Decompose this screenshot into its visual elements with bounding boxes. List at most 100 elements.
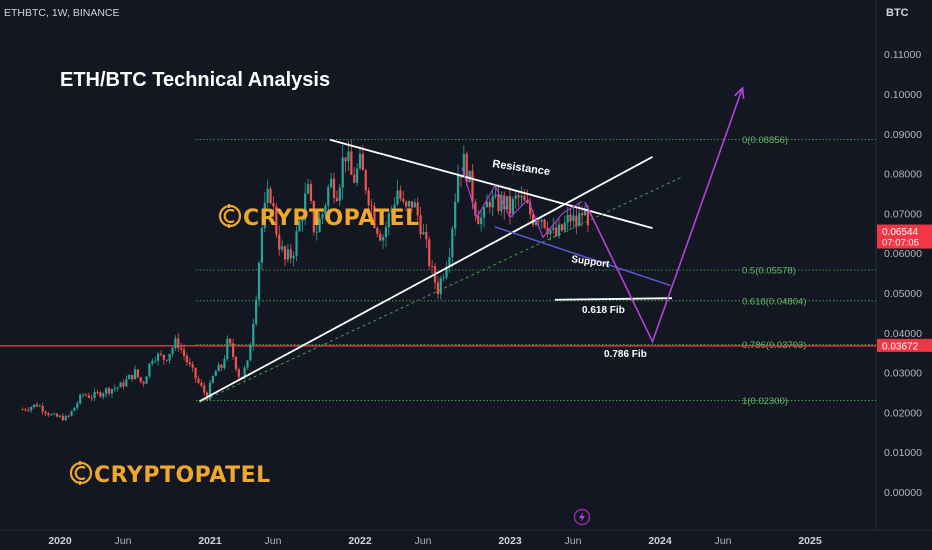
x-tick-label: Jun [265, 535, 282, 547]
y-tick-label: 0.00000 [884, 487, 922, 499]
fib-level-label: 1(0.02300) [742, 396, 788, 407]
candle-body [278, 234, 281, 250]
candle-body [30, 407, 33, 411]
candle-body [356, 168, 359, 183]
support-line[interactable] [494, 226, 671, 287]
y-tick-label: 0.11000 [884, 49, 921, 61]
candle-body [67, 415, 70, 417]
candle-body [445, 266, 448, 278]
y-tick-label: 0.01000 [884, 447, 922, 459]
candle-body [309, 184, 313, 201]
candle-body [402, 198, 405, 202]
y-tick-label: 0.08000 [884, 169, 922, 181]
candle-body [569, 214, 572, 222]
candle-body [252, 323, 255, 346]
candle-body [552, 227, 555, 230]
y-axis-ticks: 0.11000 0.10000 0.09000 0.08000 0.07000 0.060… [884, 49, 922, 499]
candle-body [511, 198, 514, 214]
fib-786-label: 0.786 Fib [604, 349, 647, 360]
candle-body [410, 201, 414, 208]
candle-body [145, 376, 148, 384]
candle-body [399, 190, 402, 199]
candle-body [125, 379, 128, 387]
projection-line[interactable] [584, 87, 744, 344]
candle-body [578, 213, 581, 227]
candle-body [480, 217, 483, 225]
y-tick-label: 0.10000 [884, 89, 922, 101]
x-tick-label: 2022 [348, 535, 372, 547]
candle-body [211, 376, 214, 383]
support-label: Support [571, 254, 611, 270]
lightning-icon[interactable] [573, 508, 591, 526]
candle-body [61, 415, 64, 421]
projection-path [584, 86, 745, 344]
x-tick-label: 2024 [648, 535, 672, 547]
candle-body [116, 387, 119, 389]
fib-618-label: 0.618 Fib [582, 305, 625, 316]
candle-body [540, 219, 543, 222]
chart-title: ETH/BTC Technical Analysis [60, 69, 330, 91]
price-label-value: 0.03672 [882, 341, 919, 352]
candle-body [272, 203, 275, 207]
candle-body [220, 364, 223, 369]
candle-body [197, 378, 200, 383]
candle-body [419, 215, 422, 235]
candle-body [451, 228, 454, 258]
candle-body [206, 392, 209, 400]
price-label-value: 0.06544 [882, 227, 919, 238]
candle-body [32, 404, 36, 408]
fib-level-label: 0.5(0.05578) [742, 265, 796, 276]
candle-body [575, 215, 578, 227]
watermark-brand: CRYPTOPATEL [243, 206, 420, 231]
watermark-brand-bottom: CRYPTOPATEL [94, 463, 271, 488]
candle-body [517, 195, 520, 198]
candle-body [531, 214, 535, 225]
candle-body [21, 409, 24, 411]
candle-body [520, 195, 523, 198]
candle-body [136, 369, 139, 378]
candle-body [185, 355, 189, 363]
candle-body [50, 414, 53, 416]
candle-body [27, 410, 30, 411]
candle-body [529, 202, 532, 215]
candle-body [102, 393, 105, 397]
candle-body [477, 215, 480, 225]
candle-body [416, 202, 419, 216]
x-tick-label: Jun [415, 535, 432, 547]
candle-body [168, 353, 171, 361]
candle-body [586, 207, 589, 226]
resistance-line[interactable] [329, 138, 653, 229]
uptrend-line[interactable] [199, 156, 653, 403]
candle-body [341, 157, 344, 188]
candle-body [231, 343, 235, 357]
price-axis-panel[interactable] [876, 0, 932, 530]
candle-body [246, 360, 249, 368]
candle-body [304, 193, 307, 220]
candle-body [508, 196, 512, 214]
dotted-uptrend-line[interactable] [199, 176, 683, 403]
x-tick-label: Jun [715, 535, 732, 547]
candle-body [151, 360, 154, 364]
currency-label: BTC [886, 7, 909, 19]
candle-body [188, 362, 191, 365]
x-tick-label: 2025 [798, 535, 822, 547]
candle-body [526, 200, 529, 203]
y-tick-label: 0.09000 [884, 129, 922, 141]
candle-body [390, 208, 393, 214]
y-tick-label: 0.03000 [884, 368, 922, 380]
candle-body [194, 367, 197, 379]
candle-body [494, 194, 497, 197]
candle-body [448, 257, 451, 267]
candle-body [44, 411, 47, 414]
candle-body [237, 369, 240, 378]
candle-body [208, 382, 212, 400]
candle-body [312, 200, 315, 233]
fib-618-line-line[interactable] [554, 297, 673, 301]
candle-body [156, 353, 160, 361]
candle-body [485, 201, 489, 208]
candle-body [583, 207, 587, 216]
x-tick-label: 2020 [48, 535, 72, 547]
candle-body [500, 195, 503, 212]
